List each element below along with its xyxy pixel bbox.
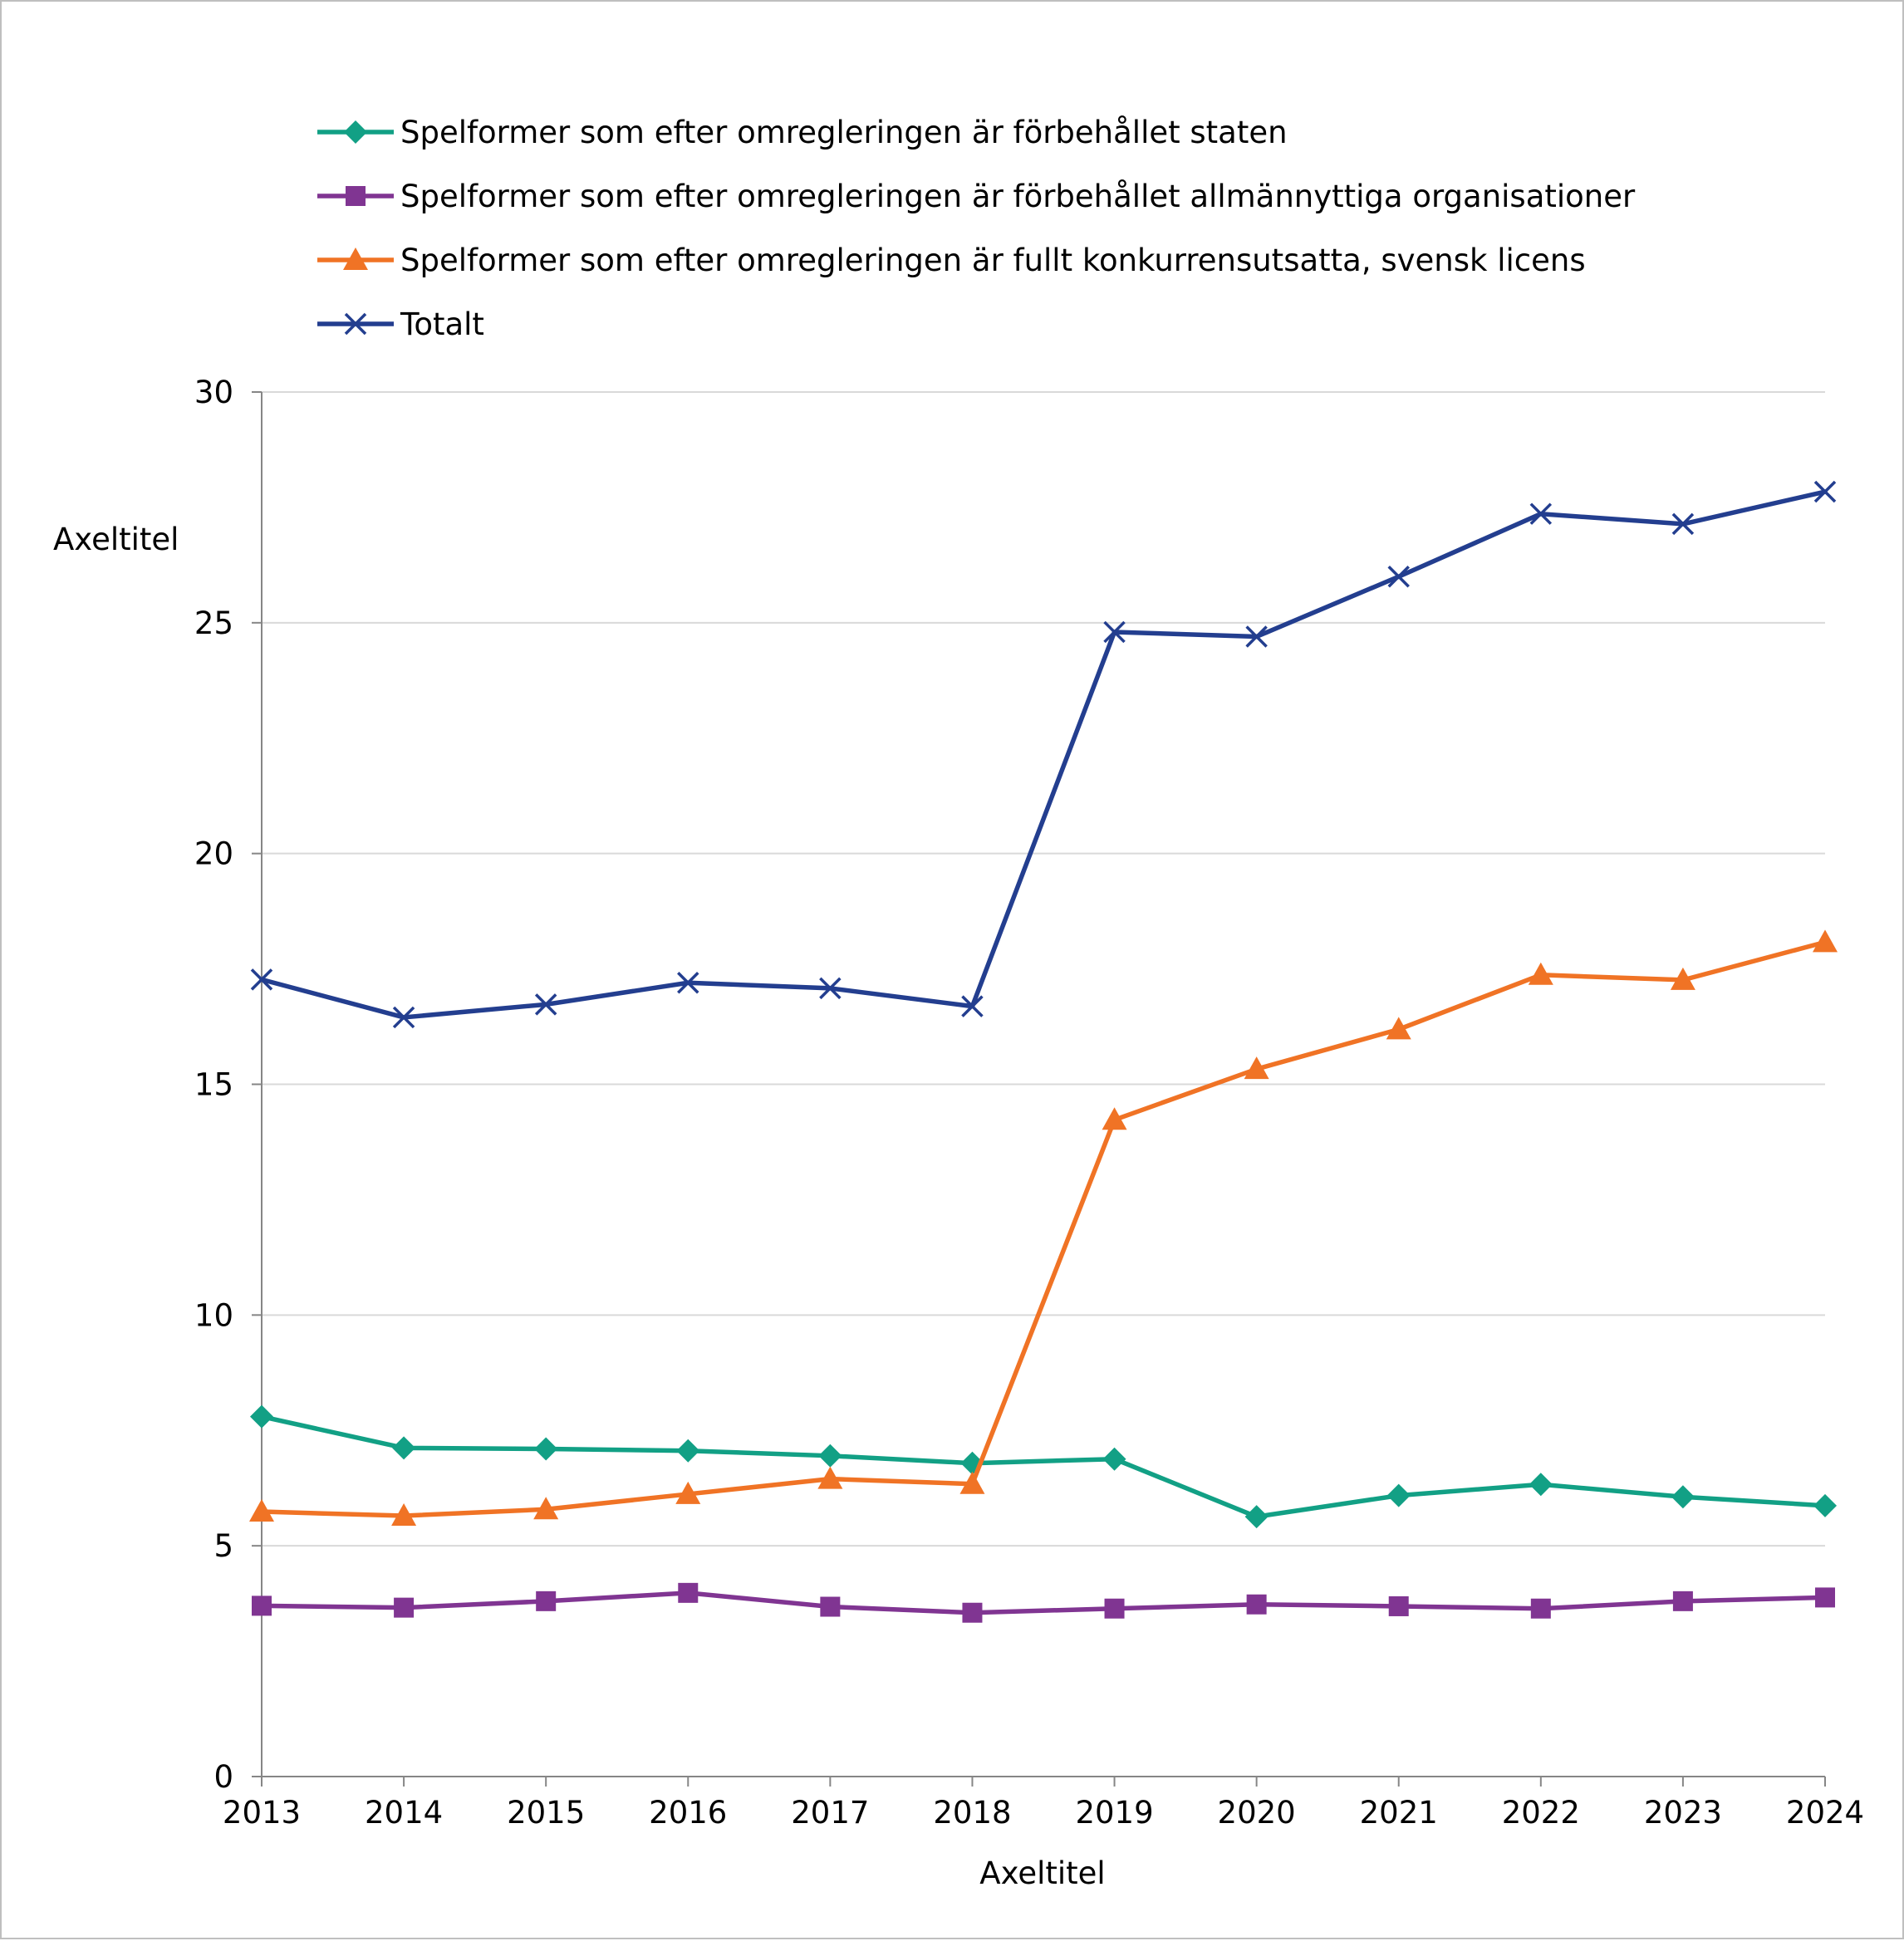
legend-label: Totalt [400,306,484,342]
legend-item-3: Spelformer som efter omregleringen är fu… [317,243,1586,278]
x-tick-label-2024: 2024 [1786,1795,1864,1831]
series-2-point-2020 [1246,1594,1267,1615]
series-1 [250,1404,1837,1529]
series-2-point-2022 [1530,1598,1551,1619]
series-2-point-2023 [1672,1591,1693,1611]
legend-item-4: Totalt [317,306,484,342]
series-1-point-2016 [676,1439,700,1463]
series-2-point-2021 [1388,1595,1409,1616]
series-1-point-2017 [818,1443,842,1468]
series-1-point-2023 [1671,1485,1695,1509]
series-1-point-2019 [1102,1447,1126,1471]
legend-swatch-marker [344,312,367,336]
series-2-point-2018 [962,1602,983,1623]
series-3-line [259,939,1828,1518]
legend-swatch-marker [346,186,366,206]
series-4-line [259,489,1828,1020]
series-3-point-2019 [1102,1107,1127,1130]
series-2 [252,1582,1835,1623]
series-2-point-2016 [678,1582,699,1603]
series-1-line [259,1414,1828,1519]
series-3-point-2016 [675,1481,701,1504]
series-3-point-2023 [1670,967,1695,990]
series-4-point-2014 [392,1006,415,1029]
tick-labels: 0 5 10 15 20 25 30 2013 2014 2015 2016 2017 2018 2019… [194,375,1864,1831]
series-2-point-2014 [394,1597,415,1618]
series-3-point-2015 [533,1497,559,1520]
series-4-point-2015 [534,993,557,1016]
axes [252,391,1826,1787]
y-tick-label-30: 30 [194,375,233,410]
series-2-point-2024 [1815,1587,1835,1608]
x-tick-label-2016: 2016 [649,1795,727,1831]
series-4-point-2021 [1387,566,1410,588]
series-3-point-2017 [817,1466,843,1489]
x-tick-label-2013: 2013 [223,1795,301,1831]
series-2-point-2017 [820,1596,841,1617]
series-3-point-2018 [959,1471,985,1494]
series-2-point-2019 [1104,1598,1125,1619]
series-4-point-2019 [1103,620,1126,644]
series-2-line [259,1591,1828,1615]
series-4-point-2013 [250,968,273,991]
series-4 [250,480,1837,1029]
series-3-point-2014 [391,1503,417,1527]
legend-label: Spelformer som efter omregleringen är fu… [400,243,1586,278]
x-axis-title: Axeltitel [979,1855,1105,1891]
y-tick-label-15: 15 [194,1067,233,1103]
series-lines [249,480,1838,1623]
legend: Spelformer som efter omregleringen är fö… [317,115,1636,342]
series-4-point-2017 [819,977,842,1000]
series-4-point-2023 [1671,512,1695,536]
series-3-point-2013 [249,1499,274,1522]
y-tick-label-25: 25 [194,605,233,641]
series-4-point-2018 [961,995,984,1017]
series-4-point-2016 [677,972,699,994]
y-tick-label-5: 5 [213,1528,233,1564]
x-tick-label-2017: 2017 [791,1795,869,1831]
legend-item-2: Spelformer som efter omregleringen är fö… [317,179,1636,214]
series-4-point-2022 [1529,502,1553,525]
series-1-point-2014 [392,1436,416,1460]
legend-label: Spelformer som efter omregleringen är fö… [400,115,1288,150]
series-3-point-2020 [1244,1056,1269,1080]
x-tick-label-2022: 2022 [1502,1795,1580,1831]
series-4-point-2024 [1813,480,1837,503]
y-tick-label-0: 0 [213,1759,233,1795]
legend-item-1: Spelformer som efter omregleringen är fö… [317,115,1288,150]
gridlines [262,391,1825,1547]
legend-swatch-marker [344,120,367,144]
y-tick-label-20: 20 [194,836,233,872]
x-tick-label-2014: 2014 [365,1795,443,1831]
series-1-point-2013 [250,1404,273,1429]
series-1-point-2021 [1386,1483,1411,1507]
series-3-point-2024 [1813,929,1838,953]
y-axis-title: Axeltitel [53,522,179,557]
series-1-point-2022 [1529,1473,1553,1497]
series-2-point-2013 [252,1595,272,1616]
legend-label: Spelformer som efter omregleringen är fö… [400,179,1636,214]
x-tick-label-2015: 2015 [507,1795,585,1831]
x-tick-label-2021: 2021 [1360,1795,1438,1831]
series-3-point-2022 [1528,962,1553,985]
legend-swatch-marker [343,248,368,270]
series-3-point-2021 [1386,1017,1411,1040]
y-tick-label-10: 10 [194,1297,233,1333]
x-tick-label-2023: 2023 [1644,1795,1722,1831]
series-2-point-2015 [536,1591,557,1611]
x-tick-label-2019: 2019 [1075,1795,1153,1831]
series-1-point-2020 [1244,1505,1269,1529]
series-4-point-2020 [1245,625,1268,648]
series-3 [249,929,1838,1527]
series-1-point-2015 [534,1437,558,1461]
x-tick-label-2020: 2020 [1218,1795,1296,1831]
series-1-point-2024 [1813,1493,1837,1517]
x-tick-label-2018: 2018 [933,1795,1011,1831]
